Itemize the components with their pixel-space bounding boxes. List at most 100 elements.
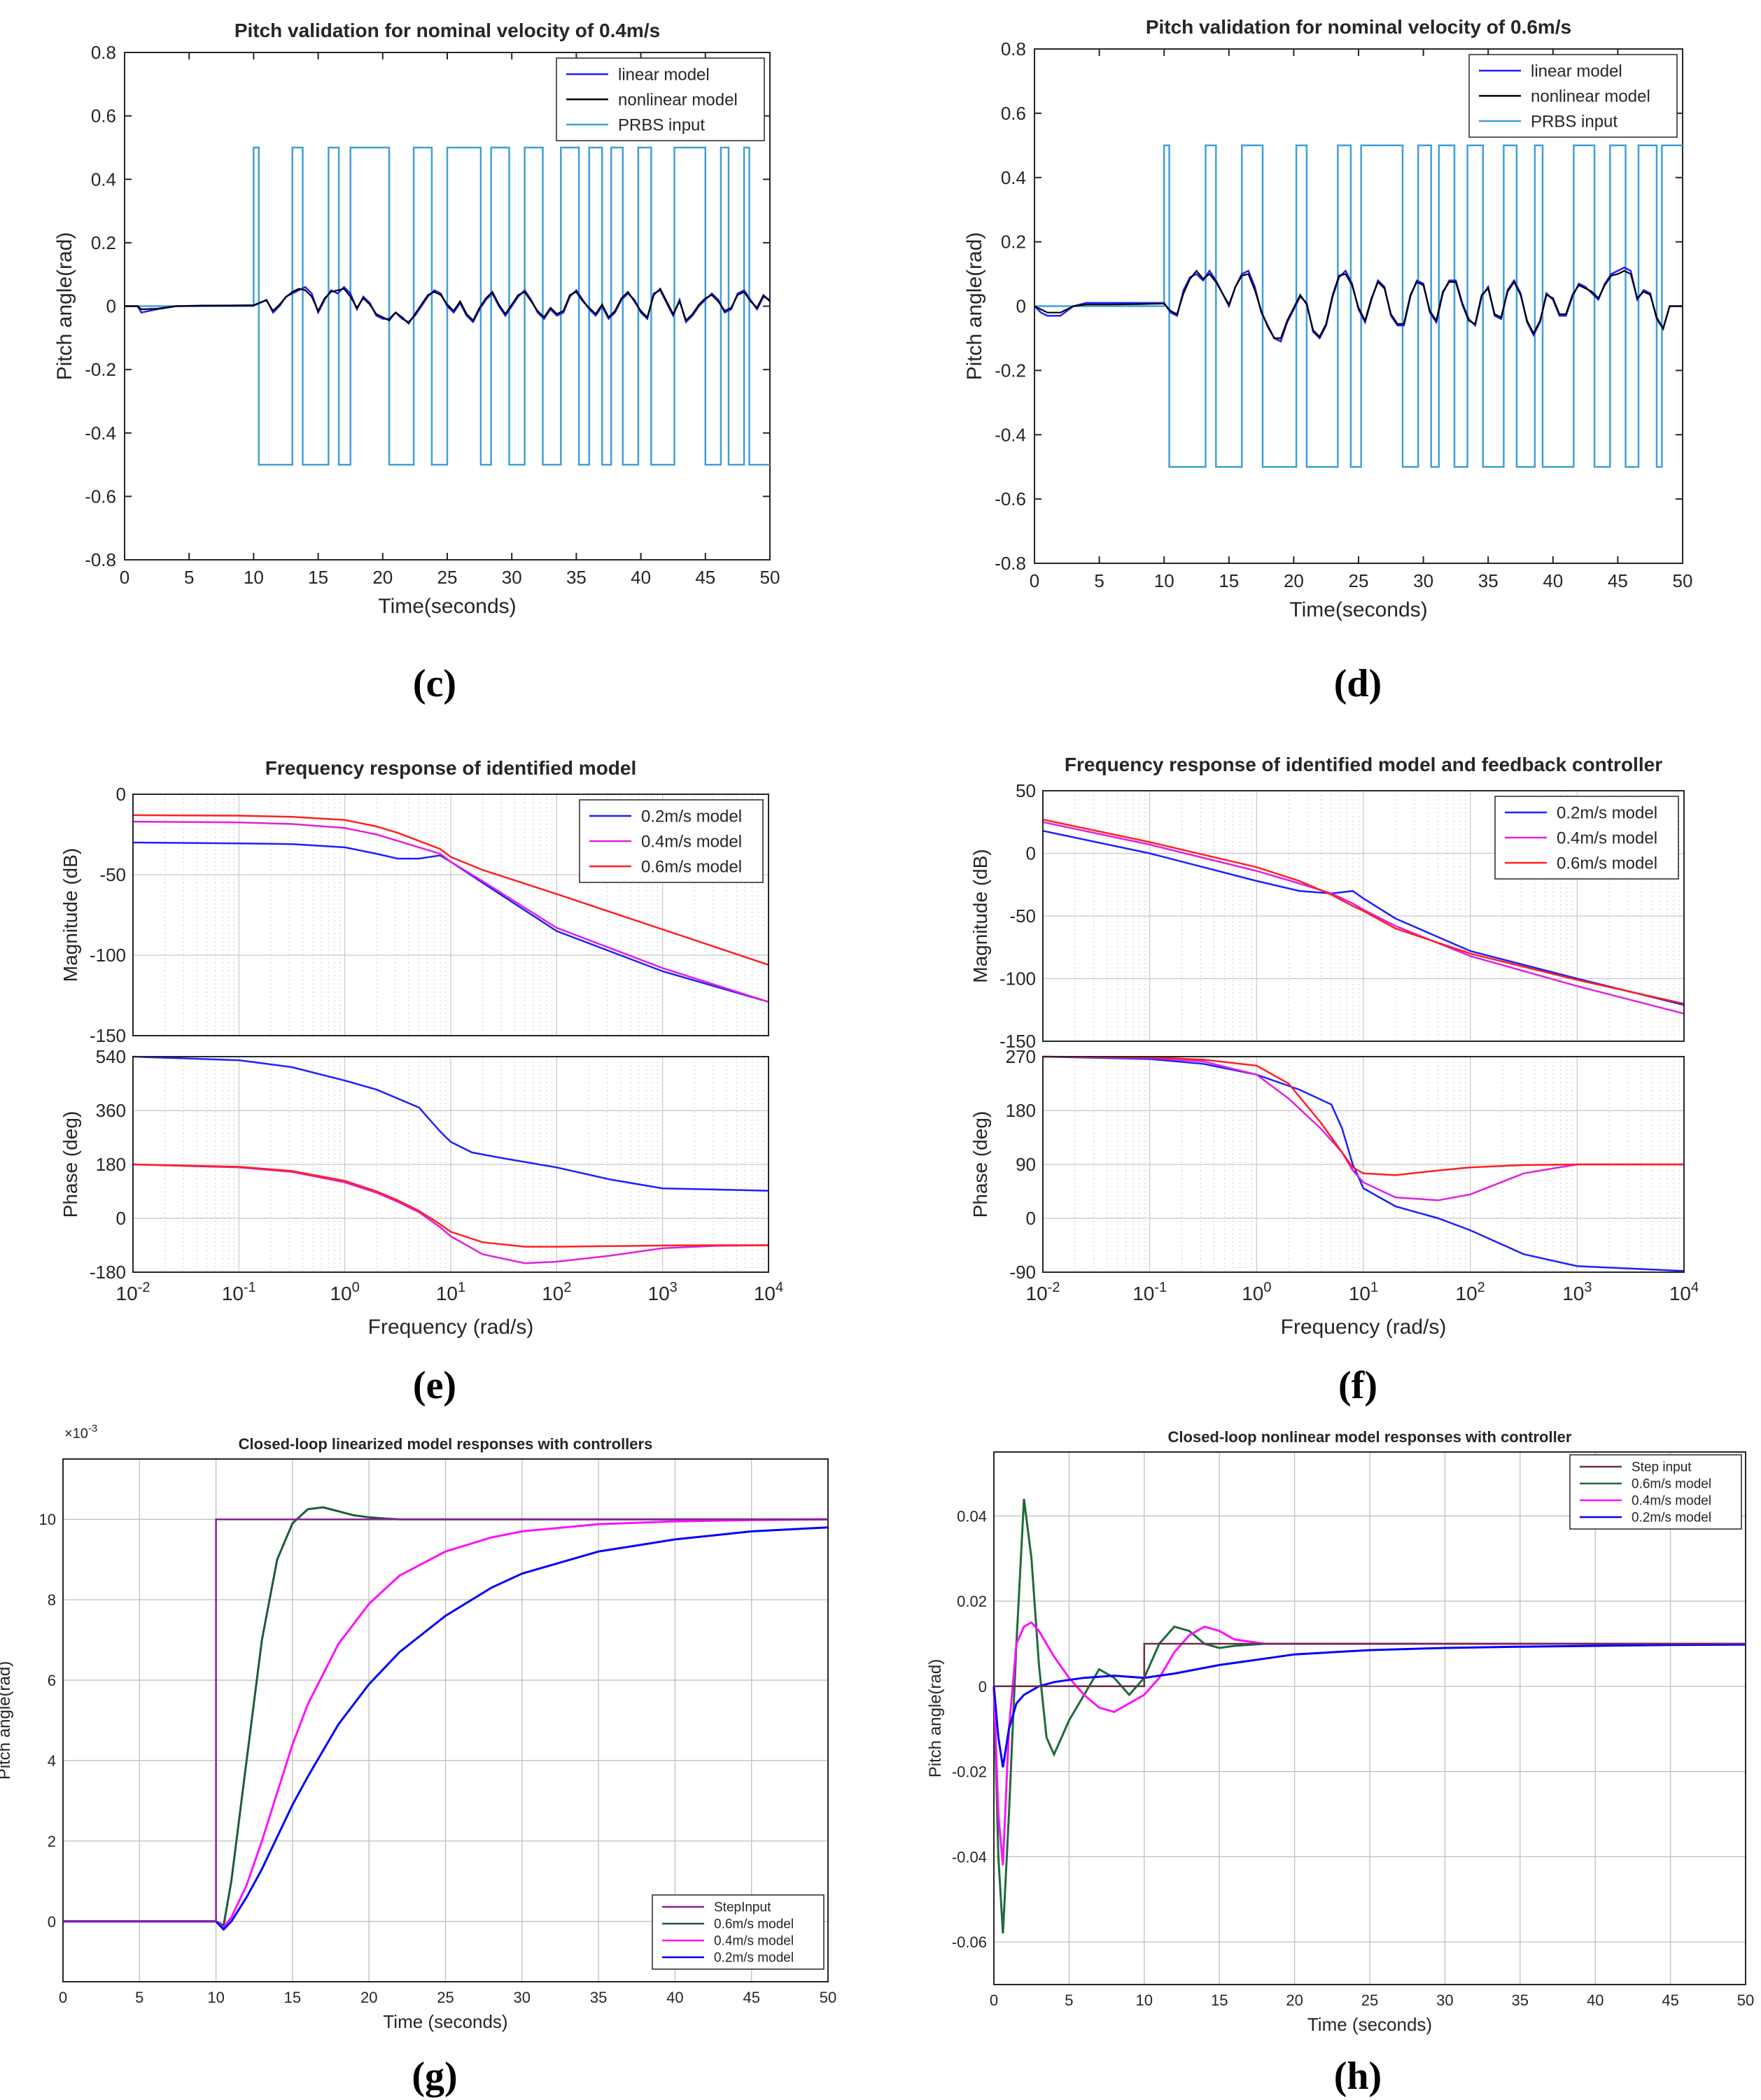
- x-tick-label: 15: [284, 1989, 301, 2006]
- chart-title: Frequency response of identified model a…: [1065, 754, 1662, 775]
- chart-e: 0 -50 -100 -150 Magnitude (dB) 540 360 180 0 -180…: [59, 757, 783, 1339]
- chart-f: 50 0 -50 -100 -150 Magnitude (dB) 270 180 90 0 -90…: [969, 754, 1699, 1339]
- x-tick-label: 25: [437, 1989, 454, 2006]
- y-tick-label: -150: [90, 1025, 126, 1046]
- x-tick-base: 10: [222, 1283, 244, 1304]
- x-tick-label: 50: [1673, 570, 1693, 591]
- x-tick-label: 104: [754, 1280, 783, 1304]
- y-tick-label: -0.02: [952, 1763, 987, 1781]
- chart-title: Pitch validation for nominal velocity of…: [234, 20, 660, 41]
- legend-entry: 0.2m/s model: [714, 1951, 794, 1966]
- legend-entry: 0.6m/s model: [1632, 1477, 1711, 1492]
- x-tick-label: 100: [1242, 1280, 1271, 1304]
- x-tick-label: 25: [1349, 570, 1369, 591]
- y-tick-label: 540: [96, 1046, 126, 1067]
- magnitude-series-line: [132, 814, 769, 966]
- x-tick-label: 45: [743, 1989, 759, 2006]
- phase-y-label: Phase (deg): [969, 1111, 991, 1218]
- series-line-2: [63, 1518, 829, 1929]
- y-tick-label: 0.6: [91, 106, 116, 127]
- prbs-input-line: [125, 146, 770, 466]
- phase-series-line: [1042, 1055, 1684, 1201]
- x-tick-label: 15: [1219, 570, 1239, 591]
- x-tick-base: 10: [330, 1283, 352, 1304]
- x-tick-label: 45: [695, 567, 715, 588]
- y-tick-label: 0.8: [91, 42, 116, 63]
- x-tick-exponent: 0: [352, 1280, 360, 1295]
- series-line-1: [992, 1498, 1746, 1933]
- x-tick-label: 10-2: [1026, 1280, 1060, 1304]
- x-tick-label: 45: [1662, 1992, 1678, 2009]
- x-axis-label: Time(seconds): [378, 595, 516, 618]
- y-tick-label: 0.02: [957, 1593, 987, 1610]
- x-tick-exponent: 3: [670, 1280, 678, 1295]
- x-tick-label: 30: [1413, 570, 1433, 591]
- y-tick-label: -100: [999, 968, 1036, 989]
- panel-label: (e): [413, 1364, 456, 1407]
- legend-entry: StepInput: [714, 1901, 771, 1915]
- x-tick-base: 10: [1349, 1283, 1370, 1304]
- phase-border: [1042, 1056, 1685, 1273]
- chart-g: 0 5 10 15 20 25 30 35 40 45 50 0 2 4 6 8 10 Closed-loop l…: [0, 1423, 836, 2032]
- legend-entry: linear model: [618, 65, 710, 84]
- series-line-3: [63, 1526, 829, 1931]
- y-axis-label: Pitch angle(rad): [926, 1659, 945, 1777]
- y-axis-label: Pitch angle(rad): [963, 232, 986, 381]
- x-tick-label: 50: [820, 1989, 836, 2006]
- x-tick-label: 5: [1065, 1992, 1073, 2009]
- panel-label: (h): [1334, 2055, 1382, 2098]
- x-tick-label: 50: [1737, 1992, 1754, 2009]
- x-tick-exponent: 0: [1263, 1280, 1271, 1295]
- phase-series-line: [132, 1055, 769, 1192]
- phase-series-line: [1042, 1055, 1684, 1176]
- y-tick-label: -0.4: [85, 423, 116, 444]
- x-tick-base: 10: [648, 1283, 670, 1304]
- phase-series-line: [132, 1163, 769, 1248]
- x-axis-label: Frequency (rad/s): [1281, 1316, 1447, 1339]
- y-tick-label: -0.04: [952, 1848, 987, 1866]
- y-tick-label: 50: [1016, 780, 1036, 801]
- x-tick-base: 10: [1669, 1283, 1691, 1304]
- x-tick-label: 10-1: [222, 1280, 256, 1304]
- y-tick-label: -0.2: [995, 360, 1026, 381]
- y-tick-label: -0.06: [952, 1933, 987, 1951]
- y-tick-label: -90: [1009, 1262, 1036, 1283]
- x-tick-label: 101: [436, 1280, 465, 1304]
- y-tick-label: 360: [96, 1100, 126, 1121]
- x-tick-base: 10: [116, 1283, 138, 1304]
- x-tick-label: 30: [1436, 1992, 1453, 2009]
- legend-entry: 0.4m/s model: [641, 832, 742, 851]
- x-tick-label: 40: [666, 1989, 683, 2006]
- legend-entry: nonlinear model: [1531, 87, 1650, 106]
- magnitude-series-line: [1042, 818, 1685, 1005]
- magnitude-series-line: [132, 841, 769, 1003]
- x-tick-label: 0: [120, 567, 129, 588]
- y-tick-label: 90: [1016, 1154, 1036, 1175]
- x-tick-label: 5: [135, 1989, 143, 2006]
- chart-h: 0 5 10 15 20 25 30 35 40 45 50 -0.06 -0.04 -0.02 0 0.02…: [926, 1428, 1754, 2035]
- x-tick-label: 35: [1512, 1992, 1529, 2009]
- y-tick-label: 0: [1026, 1208, 1036, 1229]
- y-axis-label: Pitch angle(rad): [0, 1661, 14, 1780]
- x-tick-label: 20: [1284, 570, 1304, 591]
- x-tick-base: 10: [1242, 1283, 1263, 1304]
- chart-title: Pitch validation for nominal velocity of…: [1146, 16, 1571, 38]
- x-tick-label: 35: [590, 1989, 607, 2006]
- y-tick-label: 10: [39, 1511, 56, 1528]
- y-tick-label: 8: [48, 1591, 56, 1609]
- chart-title: Closed-loop nonlinear model responses wi…: [1168, 1428, 1572, 1446]
- y-tick-label: 0.8: [1001, 38, 1026, 59]
- x-tick-base: 10: [1562, 1283, 1584, 1304]
- x-tick-exponent: 4: [776, 1280, 783, 1295]
- legend-entry: nonlinear model: [618, 90, 738, 109]
- x-tick-label: 25: [437, 567, 458, 588]
- x-tick-label: 20: [360, 1989, 377, 2006]
- x-tick-label: 10-1: [1132, 1280, 1167, 1304]
- x-tick-base: 10: [754, 1283, 776, 1304]
- legend-entry: 0.6m/s model: [714, 1917, 794, 1932]
- legend-entry: 0.2m/s model: [1632, 1511, 1711, 1525]
- y-tick-label: -180: [90, 1262, 126, 1283]
- x-tick-base: 10: [1026, 1283, 1048, 1304]
- y-tick-label: 270: [1006, 1046, 1036, 1067]
- y-multiplier: ×10-3: [64, 1423, 97, 1442]
